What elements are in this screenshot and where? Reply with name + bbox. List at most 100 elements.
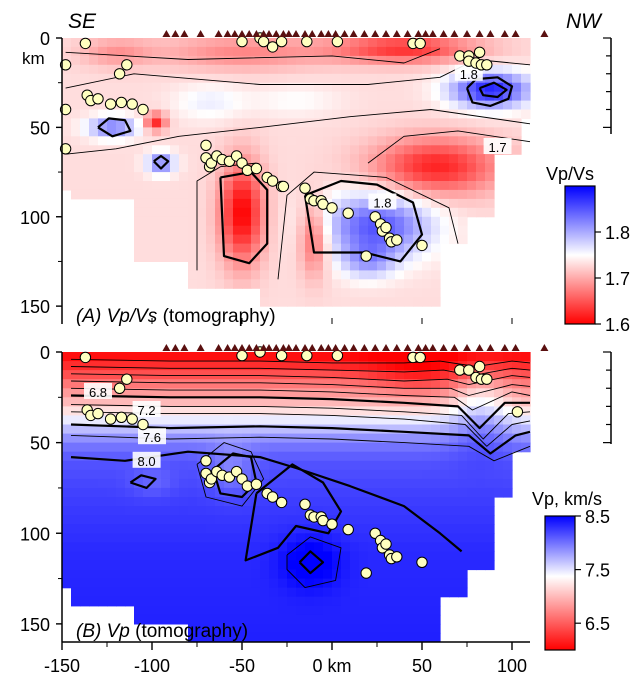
heatmap-cell	[80, 533, 90, 543]
heatmap-cell	[107, 38, 117, 48]
heatmap-cell	[125, 352, 135, 362]
station-marker	[382, 344, 390, 351]
heatmap-cell	[449, 515, 459, 525]
heatmap-cell	[323, 279, 333, 289]
heatmap-cell	[413, 136, 423, 146]
heatmap-cell	[89, 361, 99, 371]
heatmap-cell	[224, 136, 234, 146]
heatmap-cell	[269, 578, 279, 589]
heatmap-cell	[134, 469, 144, 480]
heatmap-cell	[368, 415, 378, 426]
heatmap-cell	[323, 388, 333, 398]
heatmap-cell	[296, 38, 306, 48]
heatmap-cell	[215, 145, 225, 155]
heatmap-cell	[251, 46, 261, 57]
heatmap-cell	[422, 442, 432, 453]
heatmap-cell	[161, 64, 171, 75]
heatmap-cell	[413, 181, 423, 191]
heatmap-cell	[215, 118, 225, 128]
heatmap-cell	[152, 388, 162, 398]
heatmap-cell	[197, 524, 207, 534]
heatmap-cell	[143, 91, 153, 102]
heatmap-cell	[305, 270, 315, 280]
heatmap-cell	[296, 605, 306, 616]
heatmap-cell	[512, 442, 522, 453]
heatmap-cell	[386, 243, 396, 254]
heatmap-cell	[71, 442, 81, 453]
heatmap-cell	[152, 73, 162, 84]
heatmap-cell	[305, 46, 315, 57]
heatmap-cell	[341, 154, 351, 164]
heatmap-cell	[467, 118, 477, 128]
heatmap-cell	[386, 64, 396, 75]
heatmap-cell	[170, 145, 180, 155]
heatmap-cell	[197, 172, 207, 182]
heatmap-cell	[377, 569, 387, 580]
station-marker	[392, 30, 401, 37]
heatmap-cell	[476, 442, 486, 453]
heatmap-cell	[278, 243, 288, 254]
station-marker	[162, 344, 171, 351]
heatmap-cell	[206, 46, 216, 57]
heatmap-cell	[278, 198, 288, 209]
heatmap-cell	[278, 560, 288, 571]
heatmap-cell	[503, 424, 513, 435]
heatmap-cell	[89, 478, 99, 489]
heatmap-cell	[161, 533, 171, 543]
heatmap-cell	[431, 252, 441, 262]
heatmap-cell	[80, 145, 90, 155]
heatmap-cell	[89, 136, 99, 146]
panel-b-caption-suffix: (tomography)	[130, 621, 248, 642]
heatmap-cell	[323, 506, 333, 516]
heatmap-cell	[80, 82, 90, 93]
heatmap-cell	[449, 469, 459, 480]
heatmap-cell	[449, 189, 459, 200]
station-marker	[324, 344, 333, 351]
contour-label: 6.8	[89, 385, 107, 400]
heatmap-cell	[80, 469, 90, 480]
heatmap-cell	[296, 487, 306, 498]
heatmap-cell	[125, 596, 135, 607]
heatmap-cell	[449, 64, 459, 75]
heatmap-cell	[359, 198, 369, 209]
heatmap-cell	[413, 207, 423, 218]
heatmap-cell	[422, 506, 432, 516]
heatmap-cell	[341, 288, 351, 298]
heatmap-cell	[269, 73, 279, 84]
heatmap-cell	[287, 497, 297, 507]
heatmap-cell	[179, 55, 189, 66]
contour-line	[70, 404, 531, 440]
heatmap-cell	[242, 388, 252, 398]
station-marker	[180, 344, 189, 351]
heatmap-cell	[395, 100, 405, 111]
heatmap-cell	[296, 64, 306, 75]
heatmap-cell	[440, 163, 450, 173]
heatmap-cell	[179, 478, 189, 489]
heatmap-cell	[413, 82, 423, 93]
heatmap-cell	[242, 614, 252, 625]
earthquake-marker	[380, 221, 392, 234]
heatmap-cell	[431, 207, 441, 218]
heatmap-cell	[206, 64, 216, 75]
heatmap-cell	[296, 118, 306, 128]
heatmap-cell	[278, 136, 288, 146]
heatmap-cell	[404, 370, 414, 380]
heatmap-cell	[314, 181, 324, 191]
heatmap-cell	[350, 533, 360, 543]
heatmap-cell	[269, 560, 279, 571]
heatmap-cell	[215, 352, 225, 362]
heatmap-cell	[359, 181, 369, 191]
heatmap-cell	[395, 388, 405, 398]
heatmap-cell	[305, 578, 315, 589]
heatmap-cell	[98, 189, 108, 200]
earthquake-marker	[275, 496, 288, 509]
heatmap-cell	[287, 424, 297, 435]
heatmap-cell	[116, 596, 126, 607]
heatmap-cell	[296, 506, 306, 516]
heatmap-cell	[98, 451, 108, 462]
heatmap-cell	[368, 252, 378, 262]
heatmap-cell	[413, 451, 423, 462]
heatmap-cell	[377, 100, 387, 111]
heatmap-cell	[260, 397, 270, 407]
heatmap-cell	[503, 109, 513, 119]
